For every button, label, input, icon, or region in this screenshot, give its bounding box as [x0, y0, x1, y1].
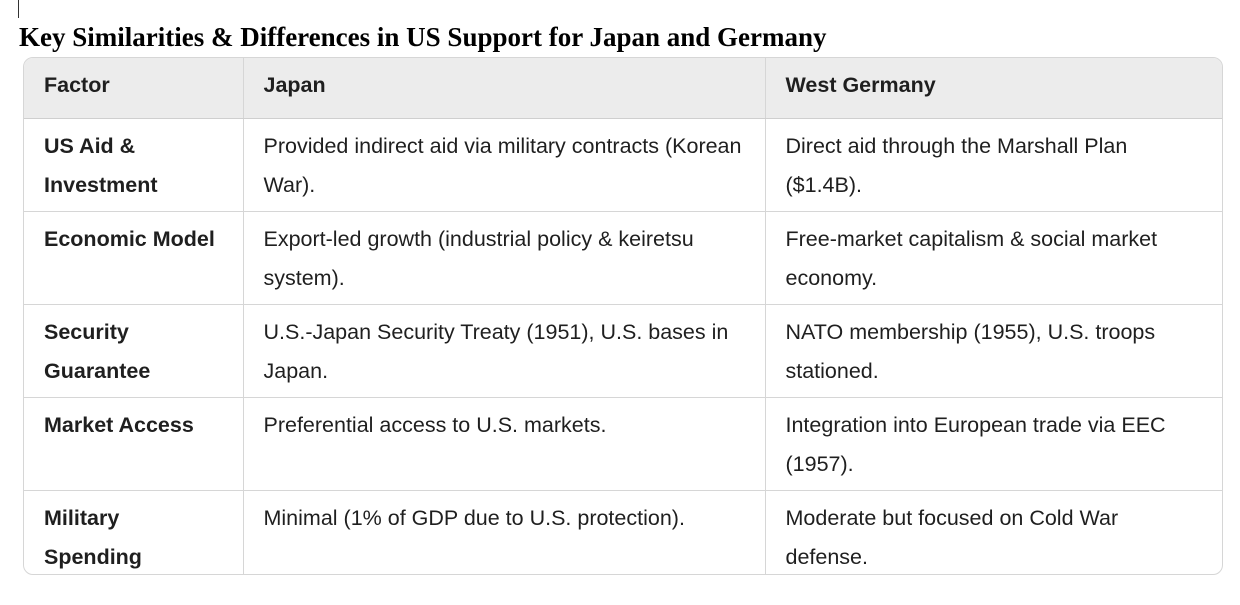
factor-cell: US Aid & Investment — [24, 118, 244, 212]
west-germany-cell: Direct aid through the Marshall Plan ($1… — [765, 118, 1222, 212]
header-west-germany: West Germany — [765, 58, 1222, 119]
factor-cell: Security Guarantee — [24, 304, 244, 398]
west-germany-cell: Moderate but focused on Cold War defense… — [785, 506, 1119, 569]
table-row: Market Access Preferential access to U.S… — [24, 397, 1222, 491]
japan-cell: U.S.-Japan Security Treaty (1951), U.S. … — [243, 304, 766, 398]
header-factor: Factor — [24, 58, 244, 119]
comparison-table-grid: Factor Japan West Germany US Aid & Inves… — [24, 58, 1222, 574]
table-row: Military Spending Minimal (1% of GDP due… — [24, 490, 1222, 574]
japan-cell: Minimal (1% of GDP due to U.S. protectio… — [243, 490, 766, 574]
text-cursor — [18, 0, 19, 18]
table-row: US Aid & Investment Provided indirect ai… — [24, 118, 1222, 212]
table-row: Economic Model Export-led growth (indust… — [24, 211, 1222, 305]
factor-cell: Market Access — [24, 397, 244, 491]
header-japan: Japan — [243, 58, 766, 119]
page-title: Key Similarities & Differences in US Sup… — [19, 22, 827, 52]
west-germany-cell: Free-market capitalism & social market e… — [765, 211, 1222, 305]
japan-cell: Export-led growth (industrial policy & k… — [243, 211, 766, 305]
table-row: Security Guarantee U.S.-Japan Security T… — [24, 304, 1222, 398]
west-germany-cell: Integration into European trade via EEC … — [765, 397, 1222, 491]
japan-cell: Preferential access to U.S. markets. — [243, 397, 766, 491]
comparison-table: Factor Japan West Germany US Aid & Inves… — [23, 57, 1223, 575]
factor-cell: Military Spending — [24, 490, 244, 574]
factor-cell: Economic Model — [24, 211, 244, 305]
japan-cell: Provided indirect aid via military contr… — [243, 118, 766, 212]
west-germany-cell: NATO membership (1955), U.S. troops stat… — [765, 304, 1222, 398]
table-header-row: Factor Japan West Germany — [24, 58, 1222, 119]
